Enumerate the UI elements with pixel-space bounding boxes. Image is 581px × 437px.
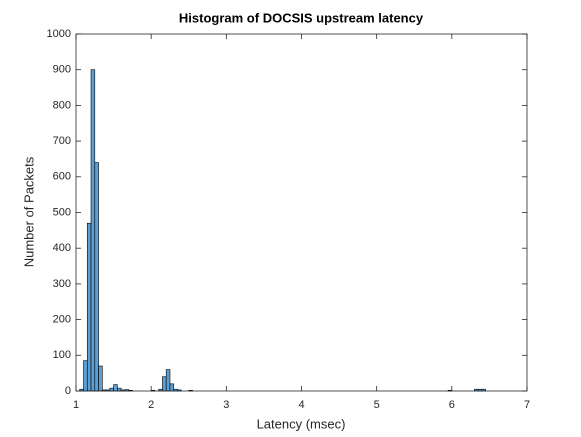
y-tick-label: 200 <box>53 314 71 326</box>
bar <box>86 222 92 392</box>
bar <box>113 384 118 392</box>
y-tick-label: 500 <box>53 206 71 218</box>
x-tick-label: 7 <box>524 399 530 411</box>
bar <box>165 369 171 392</box>
y-tick-label: 800 <box>53 99 71 111</box>
x-axis-label: Latency (msec) <box>257 416 346 431</box>
chart-title: Histogram of DOCSIS upstream latency <box>179 10 424 25</box>
bar <box>94 162 99 392</box>
x-tick-label: 1 <box>73 399 79 411</box>
y-tick-label: 600 <box>53 171 71 183</box>
y-axis-label: Number of Packets <box>21 156 36 267</box>
x-tick-label: 4 <box>298 399 304 411</box>
y-tick-label: 1000 <box>47 28 71 40</box>
bar <box>83 360 88 392</box>
x-tick-label: 5 <box>374 399 380 411</box>
x-tick-label: 6 <box>449 399 455 411</box>
bar <box>117 387 122 392</box>
bar <box>109 387 114 392</box>
y-tick-label: 100 <box>53 349 71 361</box>
bar <box>162 376 167 392</box>
y-tick-label: 0 <box>65 385 71 397</box>
y-tick-label: 400 <box>53 242 71 254</box>
y-tick-label: 900 <box>53 64 71 76</box>
bar <box>90 69 96 392</box>
x-tick-label: 2 <box>148 399 154 411</box>
bar <box>98 365 103 392</box>
y-tick-label: 300 <box>53 278 71 290</box>
bar <box>169 383 175 392</box>
x-tick-label: 3 <box>223 399 229 411</box>
y-tick-label: 700 <box>53 135 71 147</box>
